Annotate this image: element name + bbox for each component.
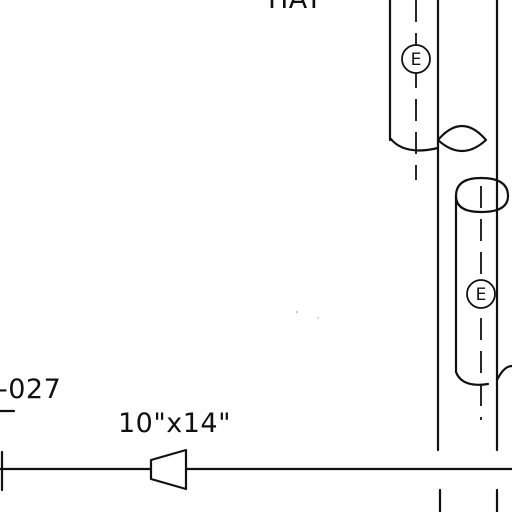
pipe-segment-upper-elbow: [436, 125, 488, 153]
pipe-segment-lower: E: [454, 176, 512, 420]
pipe-upper-tag-text: E: [411, 50, 422, 70]
line-tag: -027: [0, 374, 61, 413]
top-label: HAY: [268, 0, 323, 15]
pipe-segment-upper: E: [388, 0, 488, 180]
line-tag-text: -027: [0, 374, 61, 405]
pipe-segment-lower-elbow: [495, 364, 512, 382]
reducer-size-label: 10"x14": [118, 408, 231, 439]
pipe-segment-lower-top-end: [454, 176, 510, 214]
pipe-segment-lower-bottom-end: [454, 370, 490, 386]
scan-speck: [296, 311, 298, 313]
pipe-lower-tag-text: E: [476, 285, 487, 305]
pipe-segment-upper-bottom-end: [388, 136, 440, 152]
scan-speck: [317, 317, 319, 319]
pipe-lower-tag-circle: [466, 279, 496, 309]
pipe-upper-tag-circle: [401, 44, 431, 74]
horizontal-pipe-line: [0, 450, 512, 492]
reducer-symbol: [149, 448, 188, 491]
vertical-pipe-lines: [436, 0, 499, 512]
